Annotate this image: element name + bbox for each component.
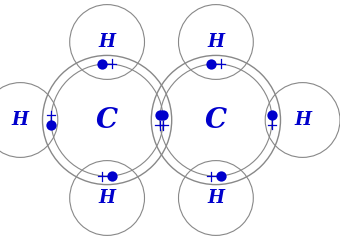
Point: [208, 62, 214, 66]
Text: C: C: [205, 107, 227, 133]
Text: H: H: [99, 189, 116, 207]
Point: [48, 123, 54, 127]
Text: H: H: [99, 33, 116, 51]
Text: H: H: [207, 33, 224, 51]
Point: [218, 174, 223, 178]
Text: C: C: [96, 107, 118, 133]
Point: [100, 62, 105, 66]
Point: [160, 113, 166, 117]
Point: [109, 174, 115, 178]
Text: H: H: [12, 111, 29, 129]
Point: [157, 113, 163, 117]
Text: H: H: [207, 189, 224, 207]
Point: [269, 113, 275, 117]
Text: H: H: [294, 111, 311, 129]
